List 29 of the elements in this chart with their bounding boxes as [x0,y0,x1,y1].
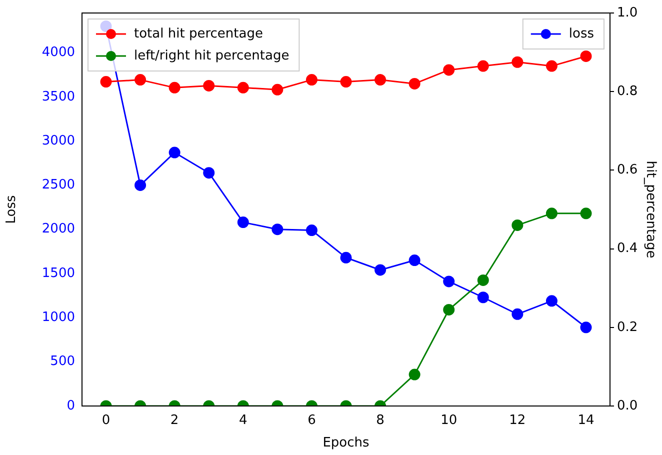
y-tick-label: 4000 [42,45,75,60]
y2-tick-label: 0.8 [617,84,638,99]
y2-tick-label: 0.2 [617,320,638,335]
y-tick-label: 3500 [42,89,75,104]
y2-tick-label: 0.4 [617,241,638,256]
y2-tick-label: 0.0 [617,398,638,414]
y-tick-label: 1000 [42,310,75,326]
x-tick-label: 14 [578,413,594,428]
y-tick-label: 1500 [42,266,75,281]
y-tick-label: 3000 [42,133,75,148]
x-axis-title: Epochs [322,436,370,451]
x-tick-label: 10 [440,413,458,428]
legend-label: total hit percentage [134,26,263,42]
x-tick-label: 6 [308,413,316,428]
x-tick-label: 12 [509,413,526,428]
y-tick-label: 2000 [42,222,75,237]
y-tick-label: 2500 [42,178,75,193]
legend-label: loss [568,26,594,42]
y-tick-label: 0 [66,398,75,414]
x-tick-label: 2 [170,413,179,428]
y2-tick-label: 1.0 [617,5,638,20]
legend-label: left/right hit percentage [134,48,290,64]
x-tick-label: 8 [376,413,384,428]
x-tick-label: 0 [102,413,110,428]
x-tick-label: 4 [239,413,248,428]
y-axis-title: Loss [4,195,20,224]
y-tick-label: 500 [50,354,75,370]
y2-tick-label: 0.6 [617,162,638,178]
y2-axis-title: hit_percentage [642,160,658,258]
